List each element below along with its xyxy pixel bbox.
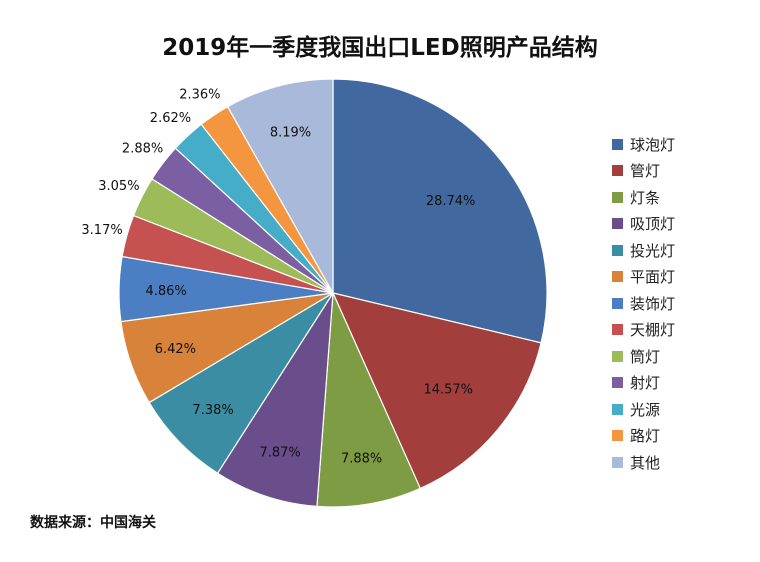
legend-swatch	[612, 377, 623, 389]
legend-swatch	[612, 430, 623, 442]
pie-slice	[332, 78, 548, 344]
pie-slice	[316, 292, 422, 508]
slice-data-label: 4.86%	[145, 284, 186, 299]
slice-data-label: 6.42%	[155, 342, 196, 357]
legend-item: 天棚灯	[612, 317, 675, 344]
pie-slice	[148, 292, 334, 475]
legend-label: 光源	[630, 400, 661, 419]
legend-label: 球泡灯	[630, 135, 676, 154]
legend-swatch	[612, 244, 623, 256]
legend-item: 球泡灯	[612, 131, 675, 158]
legend-label: 投光灯	[630, 241, 676, 260]
slice-data-label: 8.19%	[270, 126, 311, 141]
legend-item: 射灯	[612, 370, 675, 397]
legend-label: 平面灯	[630, 268, 676, 287]
legend-label: 管灯	[630, 162, 661, 181]
legend-swatch	[612, 218, 623, 230]
legend-swatch	[612, 191, 623, 203]
legend-label: 天棚灯	[630, 321, 676, 340]
slice-data-label: 28.74%	[426, 194, 476, 209]
legend-swatch	[612, 271, 623, 283]
slice-data-label: 2.36%	[179, 88, 220, 103]
legend-swatch	[612, 138, 623, 150]
legend-label: 其他	[630, 453, 661, 472]
legend-item: 筒灯	[612, 343, 675, 370]
legend-item: 其他	[612, 449, 675, 476]
slice-data-label: 7.87%	[259, 445, 300, 460]
slice-data-label: 2.88%	[122, 141, 163, 156]
slice-data-label: 7.38%	[192, 403, 233, 418]
pie-slice	[226, 78, 334, 296]
legend-swatch	[612, 403, 623, 415]
legend-label: 装饰灯	[630, 294, 676, 313]
legend-item: 平面灯	[612, 264, 675, 291]
slice-data-label: 14.57%	[423, 383, 473, 398]
legend-item: 光源	[612, 396, 675, 423]
pie-slice	[331, 292, 542, 490]
chart-legend: 球泡灯管灯灯条吸顶灯投光灯平面灯装饰灯天棚灯筒灯射灯光源路灯其他	[612, 131, 675, 476]
legend-item: 投光灯	[612, 237, 675, 264]
legend-label: 路灯	[630, 427, 661, 446]
data-source-note: 数据来源：中国海关	[30, 515, 156, 531]
legend-label: 吸顶灯	[630, 215, 676, 234]
legend-swatch	[612, 350, 623, 362]
slice-data-label: 3.17%	[81, 223, 122, 238]
slice-data-label: 7.88%	[341, 451, 382, 466]
legend-swatch	[612, 456, 623, 468]
slice-data-label: 2.62%	[150, 111, 191, 126]
legend-swatch	[612, 297, 623, 309]
legend-label: 射灯	[630, 374, 661, 393]
slice-data-label: 3.05%	[98, 179, 139, 194]
legend-swatch	[612, 165, 623, 177]
legend-item: 路灯	[612, 423, 675, 450]
chart-title: 2019年一季度我国出口LED照明产品结构	[162, 35, 598, 61]
legend-item: 管灯	[612, 158, 675, 185]
legend-label: 筒灯	[630, 347, 661, 366]
legend-swatch	[612, 324, 623, 336]
legend-item: 灯条	[612, 184, 675, 211]
pie-slice	[216, 292, 334, 508]
legend-item: 装饰灯	[612, 290, 675, 317]
legend-item: 吸顶灯	[612, 211, 675, 238]
legend-label: 灯条	[630, 188, 661, 207]
